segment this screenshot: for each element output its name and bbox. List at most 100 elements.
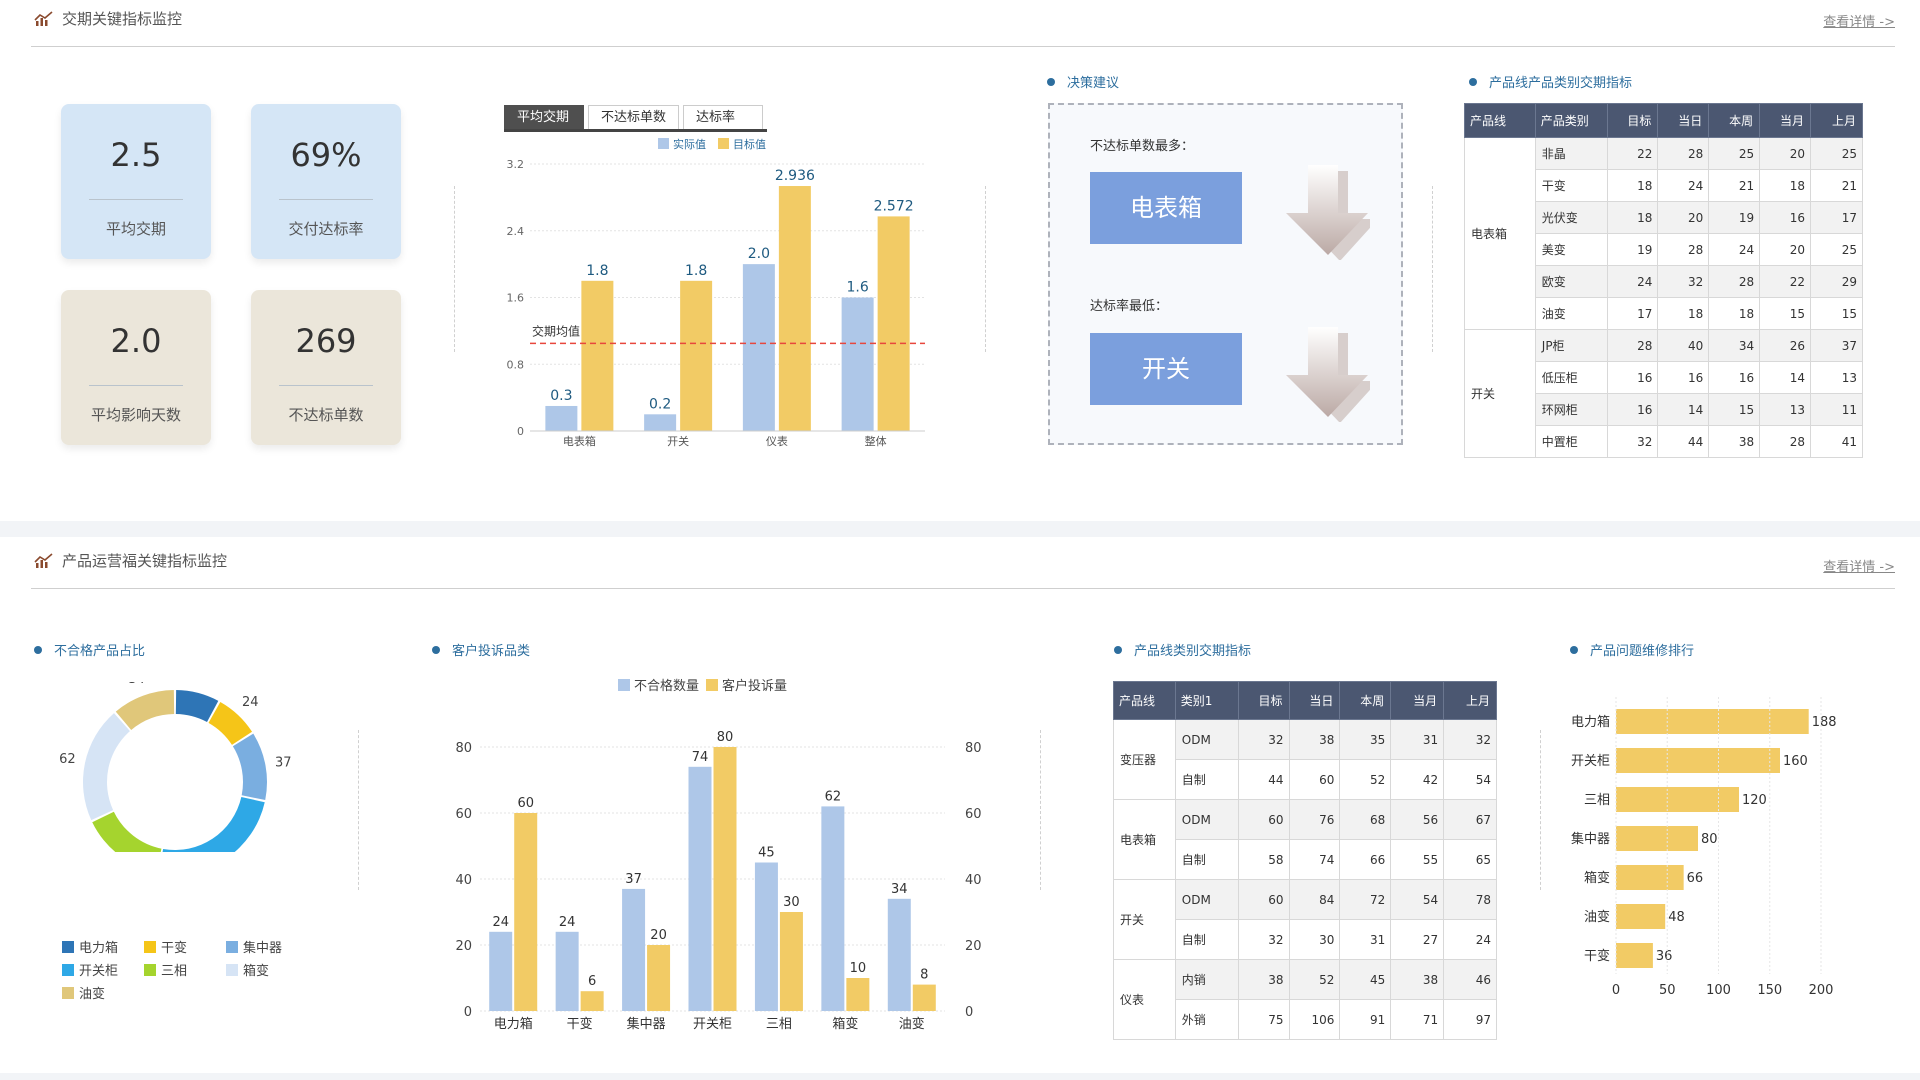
trend-chart-icon [34, 552, 53, 568]
legend-swatch [144, 964, 156, 976]
bar [1616, 943, 1653, 968]
data-label: 6 [588, 974, 596, 989]
donut-slice [115, 690, 175, 730]
data-label: 34 [891, 882, 908, 897]
view-details-link[interactable]: 查看详情 -> [1823, 15, 1895, 30]
column-header: 当日 [1288, 681, 1341, 720]
x-tick-label: 干变 [567, 1016, 593, 1032]
slice-label: 24 [242, 695, 259, 710]
value-cell: 25 [1810, 137, 1863, 170]
legend-label: 不合格数量 [634, 678, 699, 694]
data-label: 1.8 [586, 263, 608, 279]
value-cell: 24 [1657, 169, 1710, 202]
data-label: 188 [1812, 715, 1837, 730]
table-row: 电表箱 非晶 22 28 25 20 25 [1464, 137, 1863, 330]
group-cell: 开关 [1464, 329, 1536, 458]
chart-tabs: 平均交期 不达标单数 达标率 [504, 105, 768, 132]
value-cell: 60 [1237, 799, 1290, 840]
value-cell: 32 [1237, 919, 1290, 960]
data-label: 2.0 [748, 246, 770, 262]
advice-answer: 开关 [1090, 333, 1242, 405]
value-cell: 40 [1657, 329, 1710, 362]
y-tick-label: 电力箱 [1571, 714, 1610, 730]
x-tick-label: 箱变 [832, 1016, 858, 1032]
y-tick-label: 2.4 [507, 225, 525, 238]
donut-slice [162, 796, 265, 852]
value-cell: 71 [1390, 999, 1445, 1040]
legend-swatch [62, 941, 74, 953]
delivery-kpi-panel: 交期关键指标监控 查看详情 -> 2.5 平均交期 69% 交付达标率 2.0 … [0, 0, 1920, 521]
donut-slice [83, 713, 130, 821]
value-cell: 46 [1443, 959, 1497, 1000]
category-cell: 低压柜 [1534, 361, 1608, 394]
bar [680, 280, 713, 431]
value-cell: 18 [1759, 169, 1812, 202]
value-cell: 45 [1339, 959, 1392, 1000]
bar [644, 414, 677, 431]
donut-slice [208, 701, 253, 745]
y-tick-label: 三相 [1584, 793, 1610, 808]
y-tick-label: 箱变 [1584, 870, 1610, 886]
table-header-row: 产品线 产品类别 目标 当日 本周 当月 上月 [1464, 103, 1863, 138]
donut-title: 不合格产品占比 [54, 644, 146, 659]
divider [279, 385, 373, 386]
slice-label: 24 [194, 682, 211, 683]
tab-noncompliant-orders[interactable]: 不达标单数 [588, 105, 680, 129]
value-cell: 35 [1339, 719, 1392, 760]
value-cell: 16 [1606, 361, 1659, 394]
y-tick-label: 3.2 [507, 158, 525, 171]
value-cell: 54 [1443, 759, 1497, 800]
data-label: 30 [783, 895, 800, 910]
value-cell: 20 [1657, 201, 1710, 234]
y-tick-label: 开关柜 [1571, 754, 1610, 769]
value-cell: 29 [1810, 265, 1863, 298]
legend-swatch [226, 964, 238, 976]
value-cell: 60 [1288, 759, 1341, 800]
value-cell: 15 [1810, 297, 1863, 330]
view-details-link[interactable]: 查看详情 -> [1823, 560, 1895, 575]
value-cell: 28 [1657, 233, 1710, 266]
y-tick-label: 干变 [1584, 948, 1610, 964]
value-cell: 32 [1237, 719, 1290, 760]
column-header: 类别1 [1174, 681, 1239, 720]
bullet-icon [432, 645, 440, 654]
legend-swatch [706, 679, 718, 691]
value-cell: 31 [1339, 919, 1392, 960]
tab-compliance-rate[interactable]: 达标率 [683, 105, 764, 129]
category-cell: 自制 [1174, 919, 1239, 960]
advice-answer: 电表箱 [1090, 172, 1242, 244]
value-cell: 18 [1708, 297, 1761, 330]
donut-slice [92, 811, 162, 852]
bullet-icon [34, 645, 42, 654]
value-cell: 28 [1657, 137, 1710, 170]
column-header: 本周 [1708, 103, 1761, 138]
kpi-label: 平均影响天数 [90, 406, 181, 424]
category-cell: 内销 [1174, 959, 1239, 1000]
table-header-row: 产品线 类别1 目标 当日 本周 当月 上月 [1113, 681, 1497, 720]
bar [779, 912, 803, 1011]
category-cell: 中置柜 [1534, 425, 1608, 458]
x-tick-label: 200 [1809, 983, 1834, 997]
bar [688, 766, 712, 1011]
x-tick-label: 整体 [865, 434, 887, 448]
tab-avg-delivery[interactable]: 平均交期 [504, 105, 584, 129]
value-cell: 55 [1390, 839, 1445, 880]
bullet-icon [1114, 645, 1122, 654]
value-cell: 14 [1759, 361, 1812, 394]
category-cell: ODM [1174, 799, 1239, 840]
complaint-bar-chart: 不合格数量 客户投诉量 0 0 20 20 40 40 60 60 80 80 24 60 电力箱 24 6 干变… [455, 678, 981, 1032]
value-cell: 38 [1288, 719, 1341, 760]
y-tick-label: 集中器 [1571, 831, 1610, 847]
section-title: 产品运营福关键指标监控 [62, 552, 228, 570]
bar [647, 945, 671, 1011]
legend-swatch [658, 138, 669, 149]
value-cell: 91 [1339, 999, 1392, 1040]
data-label: 1.6 [846, 280, 868, 296]
bar [877, 216, 910, 431]
column-header: 产品类别 [1534, 103, 1608, 138]
advice-header: 决策建议 [1047, 72, 1119, 91]
value-cell: 32 [1657, 265, 1710, 298]
data-label: 120 [1742, 793, 1767, 808]
repair-ranking-chart: 电力箱 188 开关柜 160 三相 120 集中器 80 箱变 66 油变 48 干变 36 0 50 100… [1571, 697, 1837, 997]
bar [581, 280, 614, 431]
